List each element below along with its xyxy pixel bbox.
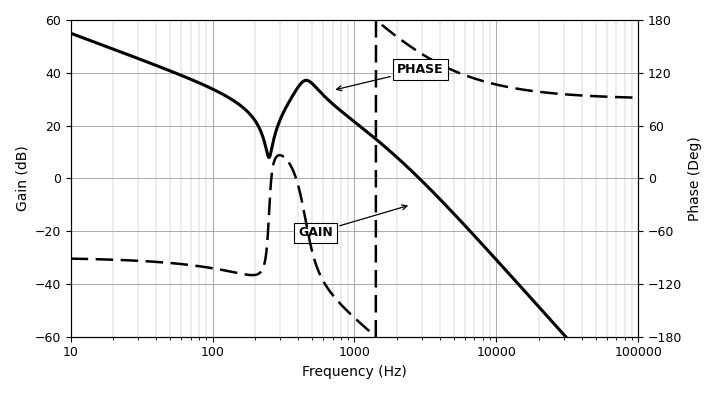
Text: PHASE: PHASE [336,63,444,91]
X-axis label: Frequency (Hz): Frequency (Hz) [302,365,407,379]
Text: GAIN: GAIN [298,205,407,240]
Y-axis label: Gain (dB): Gain (dB) [15,145,29,211]
Y-axis label: Phase (Deg): Phase (Deg) [688,136,702,221]
